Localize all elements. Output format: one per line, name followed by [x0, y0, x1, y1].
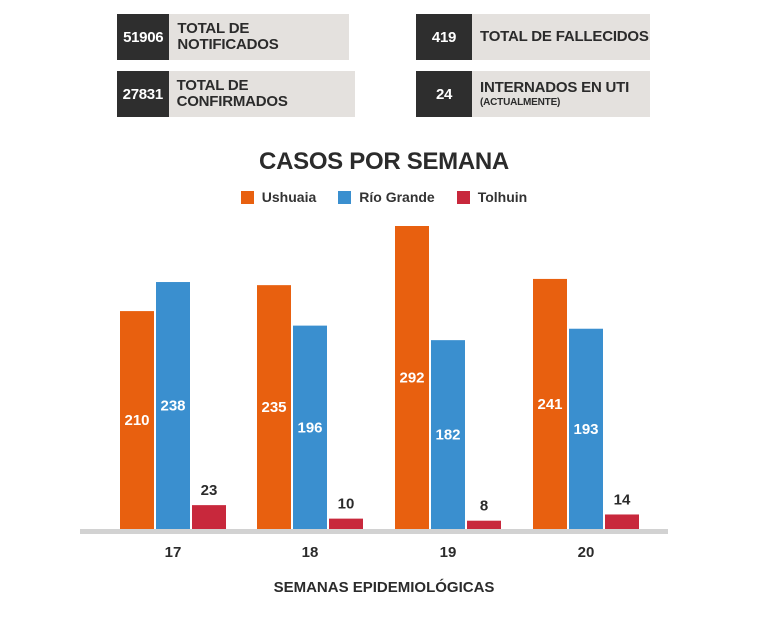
- legend-label: Ushuaia: [261, 189, 317, 205]
- stat-value: 27831: [117, 71, 169, 117]
- stat-value: 419: [416, 14, 472, 60]
- bar-río-grande-19: [431, 340, 465, 529]
- legend-swatch: [240, 190, 254, 204]
- chart-title: CASOS POR SEMANA: [259, 148, 509, 175]
- bar-río-grande-17: [156, 282, 190, 529]
- x-tick-label: 20: [578, 544, 595, 561]
- stat-fallecidos: 419 TOTAL DE FALLECIDOS: [416, 14, 650, 60]
- data-label: 210: [124, 412, 149, 429]
- bar-ushuaia-18: [257, 285, 291, 529]
- bar-ushuaia-20: [533, 278, 567, 529]
- x-tick-label: 19: [440, 544, 457, 561]
- stat-notificados: 51906 TOTAL DE NOTIFICADOS: [117, 14, 349, 60]
- stat-confirmados: 27831 TOTAL DE CONFIRMADOS: [117, 71, 355, 117]
- stat-internados: 24 INTERNADOS EN UTI (ACTUALMENTE): [416, 71, 650, 117]
- stat-label: TOTAL DE CONFIRMADOS: [176, 77, 288, 110]
- x-axis-line: [80, 529, 668, 534]
- stat-sublabel: (ACTUALMENTE): [480, 96, 561, 108]
- x-axis-title: SEMANAS EPIDEMIOLÓGICAS: [273, 579, 495, 596]
- data-label: 193: [573, 421, 598, 438]
- data-label: 238: [160, 398, 185, 415]
- data-label: 10: [338, 496, 355, 513]
- data-label: 8: [480, 498, 488, 515]
- legend-item-rio-grande: Río Grande: [338, 189, 435, 205]
- bar-tolhuin-19: [467, 520, 501, 529]
- bar-tolhuin-17: [192, 505, 226, 529]
- stat-value: 24: [416, 71, 472, 117]
- stat-value: 51906: [117, 14, 170, 60]
- data-label: 196: [297, 419, 322, 436]
- legend-item-tolhuin: Tolhuin: [456, 189, 528, 205]
- bar-río-grande-20: [569, 328, 603, 529]
- legend-label: Río Grande: [359, 189, 435, 205]
- bar-ushuaia-17: [120, 311, 154, 529]
- legend-label: Tolhuin: [477, 189, 528, 205]
- bar-ushuaia-19: [395, 226, 429, 529]
- legend-item-ushuaia: Ushuaia: [240, 189, 317, 205]
- legend-swatch: [456, 190, 470, 204]
- stat-label: INTERNADOS EN UTI: [480, 78, 630, 96]
- stat-label: TOTAL DE FALLECIDOS: [480, 28, 649, 46]
- chart-legend: Ushuaia Río Grande Tolhuin: [0, 189, 768, 205]
- bar-tolhuin-18: [329, 518, 363, 529]
- legend-swatch: [338, 190, 352, 204]
- data-label: 292: [399, 370, 424, 387]
- data-label: 23: [201, 482, 218, 499]
- x-tick-label: 17: [165, 544, 182, 561]
- x-tick-label: 18: [302, 544, 319, 561]
- stat-label: TOTAL DE NOTIFICADOS: [177, 20, 279, 53]
- data-label: 235: [261, 399, 286, 416]
- bar-río-grande-18: [293, 325, 327, 529]
- data-label: 241: [537, 396, 562, 413]
- data-label: 14: [614, 491, 631, 508]
- data-label: 182: [435, 427, 460, 444]
- bar-tolhuin-20: [605, 514, 639, 529]
